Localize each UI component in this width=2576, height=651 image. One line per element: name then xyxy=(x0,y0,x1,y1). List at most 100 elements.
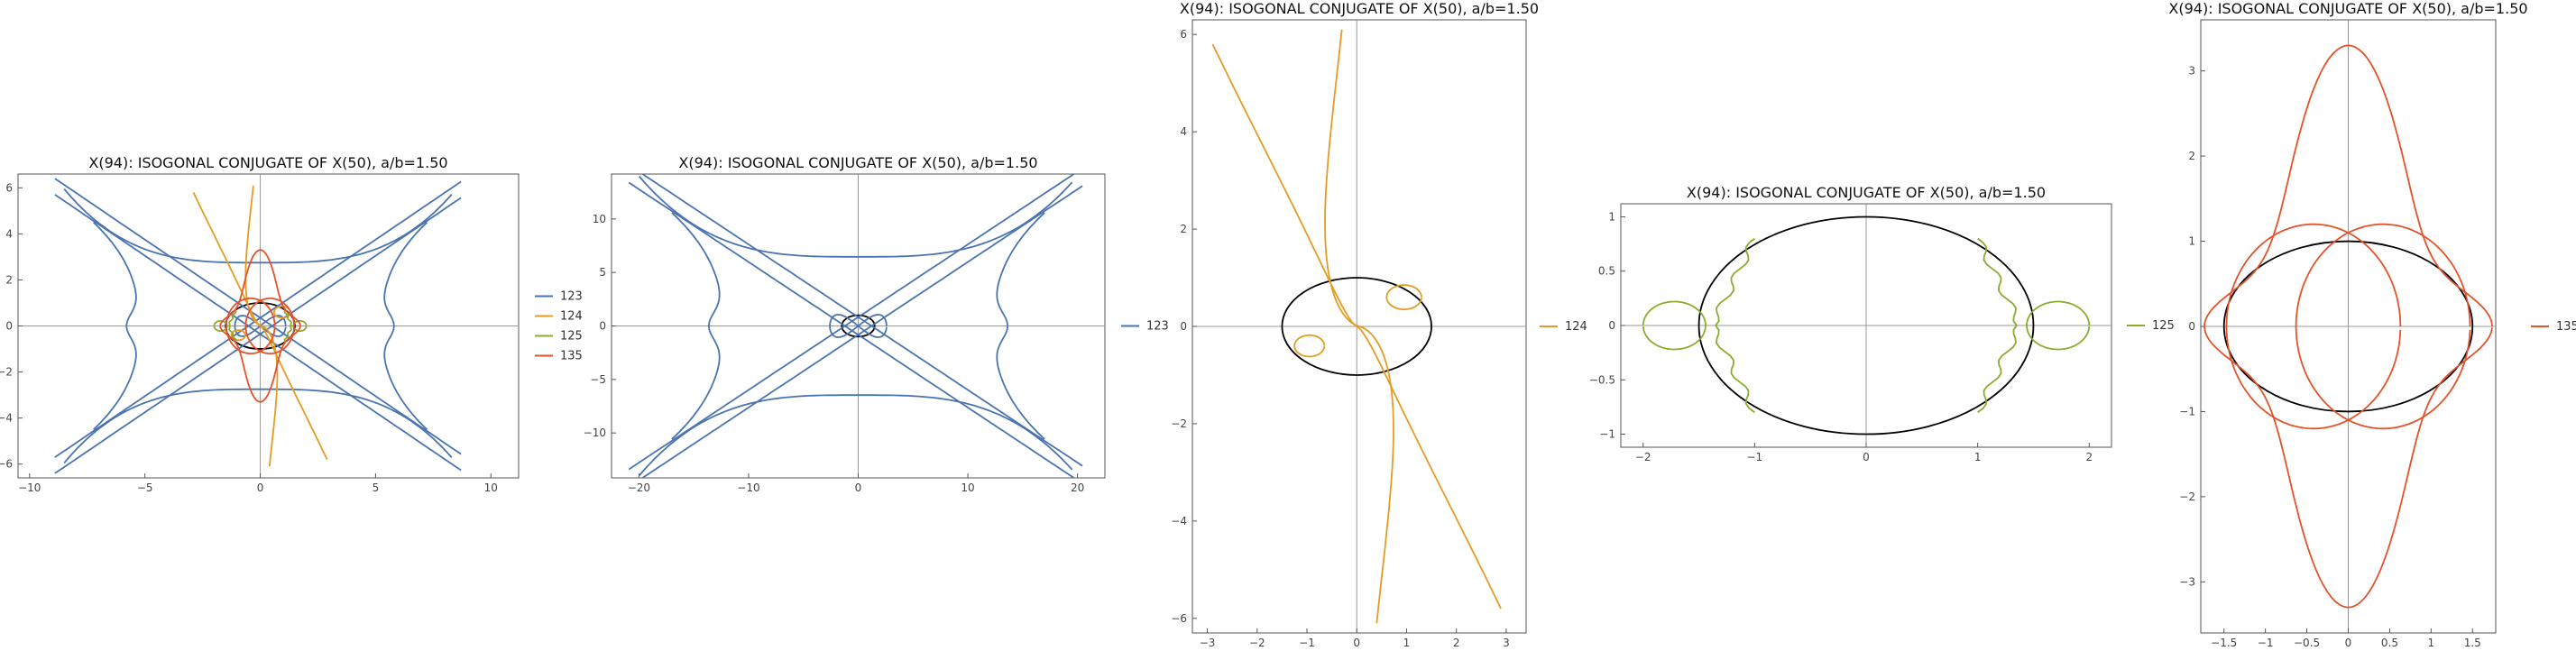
x-tick-label: −2 xyxy=(1249,637,1265,649)
series-123-curve xyxy=(671,212,721,440)
y-tick-label: 10 xyxy=(593,213,606,225)
series-123-curve xyxy=(639,394,1073,476)
series-124-curve xyxy=(230,329,246,342)
y-tick-label: 2 xyxy=(2188,150,2195,162)
x-tick-label: −1 xyxy=(1299,637,1315,649)
series-125-curve xyxy=(1715,325,1755,414)
y-tick-label: −0.5 xyxy=(1589,373,1615,386)
y-tick-label: 1 xyxy=(1608,210,1615,223)
series-124-curve xyxy=(1324,29,1394,624)
x-tick-label: 0 xyxy=(855,481,862,494)
series-124-curve xyxy=(1293,334,1326,358)
series-123-curve xyxy=(628,181,1076,478)
x-tick-label: 0 xyxy=(2345,637,2352,649)
y-tick-label: 5 xyxy=(599,266,606,279)
y-tick-label: −1 xyxy=(1599,428,1615,441)
x-tick-label: 0 xyxy=(1353,637,1360,649)
series-125-curve xyxy=(228,307,238,327)
x-tick-label: 20 xyxy=(1071,481,1084,494)
y-tick-label: 0 xyxy=(1180,320,1187,333)
y-tick-label: −6 xyxy=(0,458,13,471)
x-tick-label: 1 xyxy=(2428,637,2435,649)
x-tick-label: −5 xyxy=(137,481,153,494)
series-123-curve xyxy=(54,178,462,455)
plot-area xyxy=(628,174,1083,478)
series-125-curve xyxy=(282,325,292,345)
x-tick-label: 0 xyxy=(257,481,264,494)
y-tick-label: −2 xyxy=(2179,491,2195,503)
series-124-curve xyxy=(273,305,291,319)
series-125-curve xyxy=(1977,237,2018,326)
series-125-curve xyxy=(1977,325,2018,414)
series-123-curve xyxy=(628,174,1076,471)
series-125-curve xyxy=(1715,237,1755,326)
chart-panel-3: X(94): ISOGONAL CONJUGATE OF X(50), a/b=… xyxy=(1171,0,1587,649)
x-tick-label: −0.5 xyxy=(2294,637,2320,649)
plot-area xyxy=(54,178,462,474)
legend-label-135: 135 xyxy=(560,350,583,363)
series-123-curve xyxy=(54,180,462,458)
series-123-curve xyxy=(640,174,1083,467)
chart-title: X(94): ISOGONAL CONJUGATE OF X(50), a/b=… xyxy=(88,154,447,171)
series-125-curve xyxy=(1642,300,1707,351)
x-tick-label: 1.5 xyxy=(2464,637,2481,649)
y-tick-label: −3 xyxy=(2179,575,2195,588)
legend-label-124: 124 xyxy=(560,310,583,324)
series-135-curve xyxy=(2225,223,2402,430)
reference-ellipse xyxy=(841,314,876,338)
series-124-curve xyxy=(1385,284,1422,310)
x-tick-label: −2 xyxy=(1635,451,1651,463)
chart-title: X(94): ISOGONAL CONJUGATE OF X(50), a/b=… xyxy=(2168,0,2527,17)
y-tick-label: −2 xyxy=(1171,417,1187,430)
reference-ellipse xyxy=(1281,277,1432,376)
series-123-curve xyxy=(54,197,462,474)
series-123-curve xyxy=(640,185,1083,478)
y-tick-label: 3 xyxy=(2188,65,2195,78)
series-123-curve xyxy=(54,194,462,472)
legend-label-124: 124 xyxy=(1565,320,1587,334)
series-124-curve xyxy=(244,185,279,467)
x-tick-label: 0.5 xyxy=(2381,637,2398,649)
x-tick-label: −3 xyxy=(1200,637,1216,649)
series-135-curve xyxy=(225,298,276,354)
plot-area xyxy=(1211,29,1502,624)
y-tick-label: −1 xyxy=(2179,405,2195,417)
series-123-curve xyxy=(383,221,428,431)
chart-title: X(94): ISOGONAL CONJUGATE OF X(50), a/b=… xyxy=(1687,184,2046,201)
series-123-curve xyxy=(92,221,137,431)
x-tick-label: −1.5 xyxy=(2211,637,2237,649)
y-tick-label: −6 xyxy=(1171,612,1187,625)
y-tick-label: 0 xyxy=(599,320,606,333)
legend-label-135: 135 xyxy=(2556,320,2576,334)
y-tick-label: 4 xyxy=(1180,125,1187,138)
series-123-curve xyxy=(63,188,453,264)
series-125-curve xyxy=(2026,300,2091,351)
x-tick-label: −1 xyxy=(2258,637,2274,649)
chart-panel-5: X(94): ISOGONAL CONJUGATE OF X(50), a/b=… xyxy=(2168,0,2576,649)
series-135-curve xyxy=(2203,44,2493,609)
y-tick-label: −2 xyxy=(0,366,13,379)
y-tick-label: 2 xyxy=(1180,223,1187,235)
series-135-curve xyxy=(219,249,301,403)
legend-label-125: 125 xyxy=(560,330,583,344)
y-tick-label: 4 xyxy=(5,227,13,240)
y-tick-label: 2 xyxy=(5,273,13,286)
series-124-curve xyxy=(1211,43,1502,610)
reference-ellipse xyxy=(1697,215,2035,436)
x-tick-label: −10 xyxy=(18,481,41,494)
y-tick-label: −4 xyxy=(1171,515,1187,527)
legend-label-125: 125 xyxy=(2152,319,2175,333)
legend-label-123: 123 xyxy=(560,290,583,304)
series-125-curve xyxy=(282,307,292,327)
y-tick-label: 1 xyxy=(2188,235,2195,248)
y-tick-label: −10 xyxy=(584,426,606,439)
x-tick-label: 1 xyxy=(1974,451,1982,463)
y-tick-label: 0 xyxy=(2188,320,2195,333)
x-tick-label: −20 xyxy=(628,481,650,494)
series-135-curve xyxy=(244,298,295,354)
x-tick-label: 1 xyxy=(1403,637,1411,649)
x-tick-label: 3 xyxy=(1503,637,1510,649)
y-tick-label: 6 xyxy=(1180,28,1187,41)
y-tick-label: 0.5 xyxy=(1598,265,1615,278)
